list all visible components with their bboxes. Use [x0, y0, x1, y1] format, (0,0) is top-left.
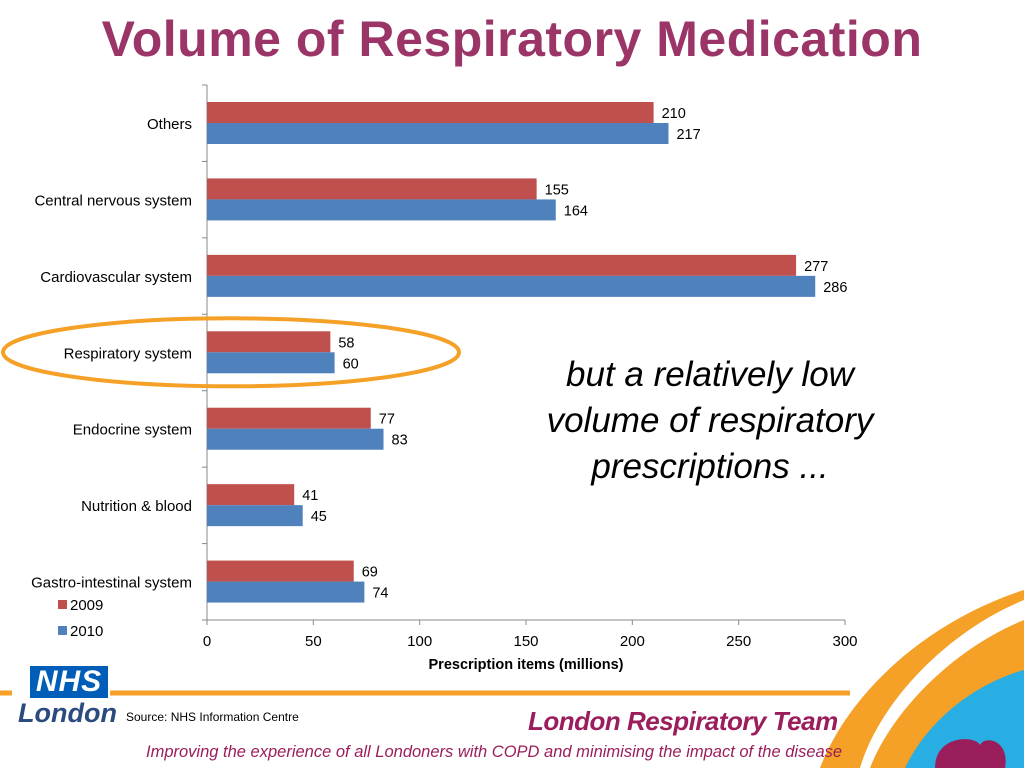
highlight-ellipse — [1, 316, 461, 389]
x-tick-label: 250 — [726, 633, 751, 650]
bar-2009 — [207, 484, 295, 506]
legend-swatch — [58, 626, 67, 635]
bar-2009 — [207, 102, 654, 123]
data-label: 164 — [564, 203, 588, 219]
slide-title: Volume of Respiratory Medication — [101, 11, 923, 67]
x-tick-label: 200 — [620, 633, 645, 650]
bar-2010 — [207, 428, 384, 450]
bar-chart: 0 50 100 150 200 250 300 Prescription items (mi… — [1, 84, 858, 673]
nhs-logo-region: London — [18, 698, 117, 728]
bar-2010 — [207, 275, 816, 297]
bar-2009 — [207, 560, 354, 582]
bar-2009 — [207, 178, 537, 200]
x-tick-label: 100 — [407, 633, 432, 650]
team-name: London Respiratory Team — [528, 706, 838, 736]
data-label: 83 — [392, 433, 408, 449]
bar-2010 — [207, 505, 303, 527]
nhs-logo: NHS — [30, 666, 108, 698]
legend-label: 2009 — [70, 597, 103, 614]
bar-2010 — [207, 123, 669, 144]
data-label: 60 — [343, 356, 359, 372]
data-label: 277 — [804, 259, 828, 275]
category-label: Endocrine system — [73, 422, 192, 439]
category-label: Respiratory system — [64, 345, 192, 362]
category-label: Others — [147, 116, 192, 133]
data-label: 77 — [379, 412, 395, 428]
data-label: 45 — [311, 509, 327, 525]
bar-2010 — [207, 199, 556, 221]
bar-2009 — [207, 407, 371, 429]
category-label: Central nervous system — [34, 192, 192, 209]
category-label: Gastro-intestinal system — [31, 575, 192, 592]
data-label: 74 — [372, 586, 388, 602]
x-tick-label: 50 — [305, 633, 322, 650]
data-label: 41 — [302, 488, 318, 504]
corner-swoosh — [820, 590, 1024, 768]
x-axis-title: Prescription items (millions) — [429, 657, 624, 673]
data-label: 286 — [823, 280, 847, 296]
category-label: Cardiovascular system — [40, 269, 192, 286]
callout-text: but a relatively low volume of respirato… — [546, 355, 874, 486]
heart-icon — [935, 739, 1006, 768]
legend-swatch — [58, 600, 67, 609]
x-tick-label: 150 — [513, 633, 538, 650]
x-tick-label: 300 — [832, 633, 857, 650]
source-note: Source: NHS Information Centre — [126, 710, 299, 724]
data-label: 69 — [362, 565, 378, 581]
data-label: 58 — [338, 335, 354, 351]
data-label: 155 — [545, 182, 569, 198]
bar-2010 — [207, 581, 365, 603]
category-label: Nutrition & blood — [81, 498, 192, 515]
data-label: 217 — [676, 127, 700, 143]
bar-2009 — [207, 331, 331, 353]
data-label: 210 — [662, 106, 686, 122]
legend-label: 2010 — [70, 623, 103, 640]
bar-2009 — [207, 254, 797, 276]
tagline: Improving the experience of all Londoner… — [146, 743, 843, 761]
bar-2010 — [207, 352, 335, 374]
x-tick-label: 0 — [203, 633, 211, 650]
